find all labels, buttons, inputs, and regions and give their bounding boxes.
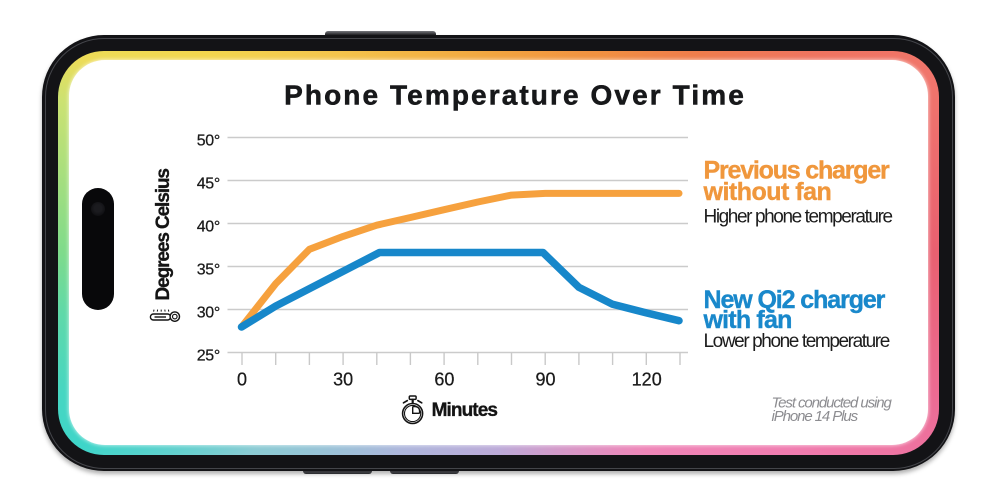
svg-text:Lower phone temperature: Lower phone temperature xyxy=(704,331,890,352)
svg-text:Previous charger: Previous charger xyxy=(704,157,891,185)
svg-text:30°: 30° xyxy=(197,304,220,321)
svg-text:30: 30 xyxy=(333,370,353,390)
svg-text:Degrees Celsius: Degrees Celsius xyxy=(153,169,174,301)
svg-text:Test conducted using: Test conducted using xyxy=(772,394,893,411)
svg-text:New Qi2 charger: New Qi2 charger xyxy=(704,286,886,314)
svg-text:Minutes: Minutes xyxy=(432,400,498,421)
svg-text:90: 90 xyxy=(535,370,555,390)
svg-text:50°: 50° xyxy=(197,132,220,149)
svg-text:25°: 25° xyxy=(197,347,220,364)
svg-text:0: 0 xyxy=(237,370,247,390)
svg-text:Higher phone temperature: Higher phone temperature xyxy=(704,207,893,228)
svg-text:35°: 35° xyxy=(197,261,220,278)
svg-text:without fan: without fan xyxy=(703,178,832,206)
svg-text:with fan: with fan xyxy=(703,306,792,334)
svg-text:Phone Temperature Over Time: Phone Temperature Over Time xyxy=(284,80,746,111)
svg-text:40°: 40° xyxy=(197,218,220,235)
svg-text:45°: 45° xyxy=(197,175,220,192)
svg-text:iPhone 14 Plus: iPhone 14 Plus xyxy=(772,408,859,425)
svg-text:60: 60 xyxy=(434,370,454,390)
svg-text:120: 120 xyxy=(632,370,662,390)
